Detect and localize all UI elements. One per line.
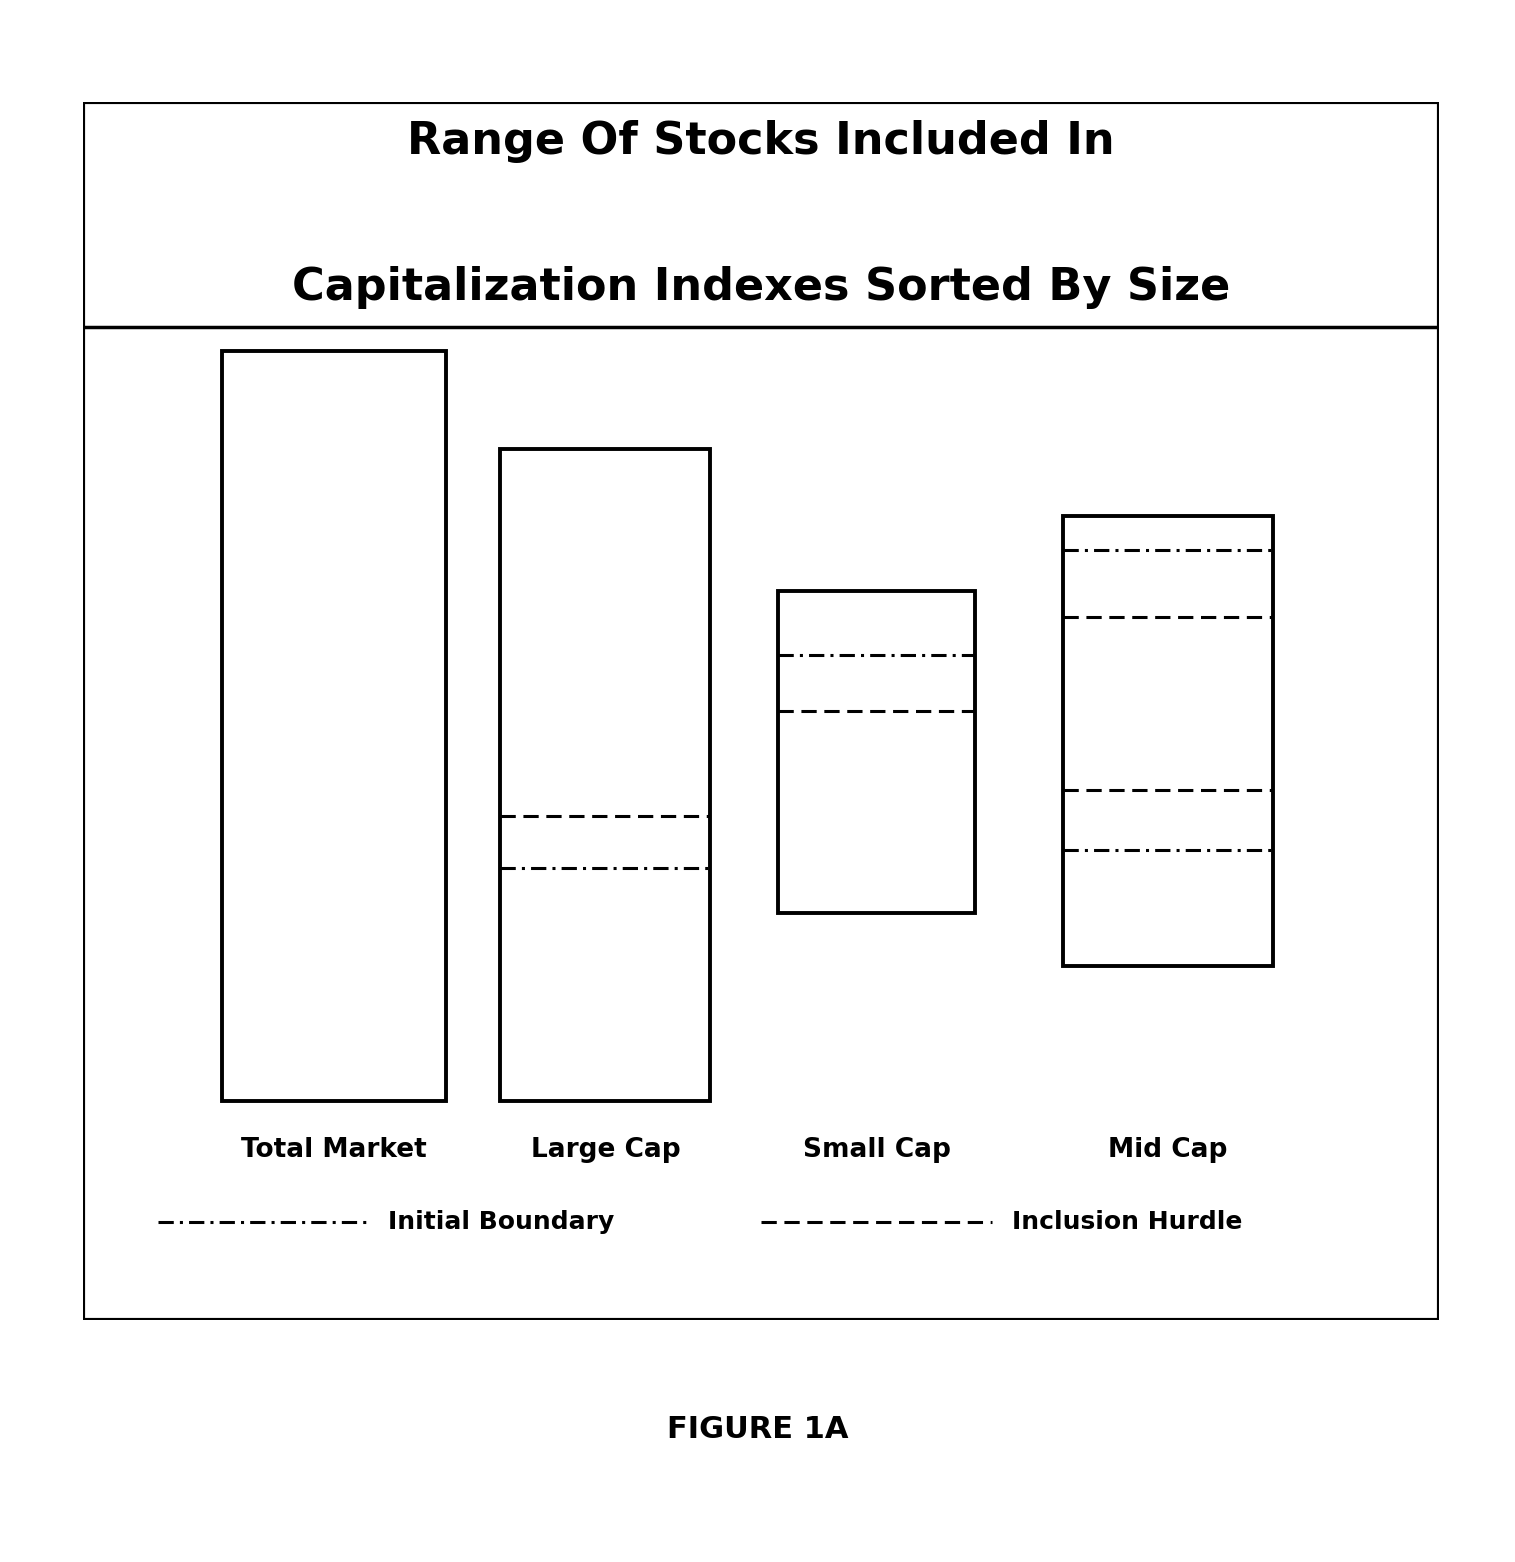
Bar <box>500 448 711 1101</box>
Text: Large Cap: Large Cap <box>530 1137 680 1164</box>
Text: Initial Boundary: Initial Boundary <box>388 1211 615 1234</box>
Text: Inclusion Hurdle: Inclusion Hurdle <box>1012 1211 1242 1234</box>
Text: Small Cap: Small Cap <box>803 1137 950 1164</box>
Bar <box>223 351 445 1101</box>
Text: FIGURE 1A: FIGURE 1A <box>667 1415 848 1443</box>
Text: Mid Cap: Mid Cap <box>1109 1137 1227 1164</box>
Text: Range Of Stocks Included In: Range Of Stocks Included In <box>408 120 1115 162</box>
Bar <box>779 590 974 914</box>
Text: Capitalization Indexes Sorted By Size: Capitalization Indexes Sorted By Size <box>292 266 1230 309</box>
Bar <box>1064 515 1273 965</box>
Text: Total Market: Total Market <box>241 1137 427 1164</box>
